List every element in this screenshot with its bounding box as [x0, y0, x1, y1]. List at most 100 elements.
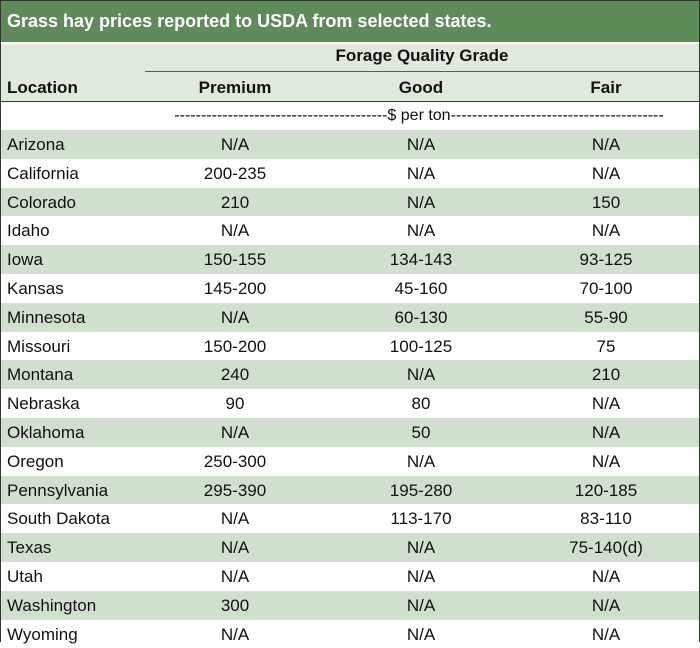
cell-premium: N/A [220, 566, 250, 586]
cell-good: N/A [406, 624, 436, 644]
cell-location: Pennsylvania [7, 480, 109, 500]
table-row: South Dakota N/A 113-170 83-110 [1, 504, 699, 534]
cell-good: N/A [406, 538, 436, 558]
table-title: Grass hay prices reported to USDA from s… [7, 11, 492, 31]
cell-fair: 93-125 [579, 250, 633, 270]
table-row: Pennsylvania 295-390 195-280 120-185 [1, 475, 699, 505]
table-row: Wyoming N/A N/A N/A [1, 619, 699, 648]
cell-location: Idaho [7, 221, 50, 241]
cell-premium: 250-300 [203, 451, 267, 471]
cell-good: 45-160 [394, 278, 448, 298]
cell-good: 134-143 [389, 250, 453, 270]
cell-fair: N/A [591, 163, 621, 183]
cell-location: Oklahoma [7, 422, 85, 442]
cell-fair: N/A [591, 566, 621, 586]
column-header-fair: Fair [590, 78, 622, 97]
cell-fair: 120-185 [574, 480, 638, 500]
table-row: Montana 240 N/A 210 [1, 360, 699, 390]
table-row: Missouri 150-200 100-125 75 [1, 331, 699, 361]
cell-good: N/A [406, 451, 436, 471]
cell-location: California [7, 163, 79, 183]
table-row: Idaho N/A N/A N/A [1, 216, 699, 246]
cell-location: Texas [7, 538, 52, 558]
cell-premium: 150-155 [203, 250, 267, 270]
group-header-forage-quality: Forage Quality Grade [335, 46, 509, 65]
cell-fair: 150 [591, 192, 621, 212]
cell-fair: N/A [591, 422, 621, 442]
cell-location: Nebraska [7, 394, 80, 414]
cell-fair: 210 [591, 365, 621, 385]
cell-fair: 70-100 [579, 278, 633, 298]
cell-premium: 240 [220, 365, 250, 385]
unit-row: ----------------------------------------… [1, 102, 699, 130]
cell-good: 100-125 [389, 336, 453, 356]
table-row: Oklahoma N/A 50 N/A [1, 417, 699, 447]
cell-location: Iowa [7, 250, 43, 270]
cell-premium: N/A [220, 538, 250, 558]
table-row: Colorado 210 N/A 150 [1, 187, 699, 217]
cell-good: 195-280 [389, 480, 453, 500]
cell-location: Arizona [7, 135, 65, 154]
cell-location: Colorado [7, 192, 76, 212]
cell-fair: 83-110 [580, 509, 632, 529]
table-header: Forage Quality Grade Location Premium Go… [1, 44, 699, 101]
cell-fair: N/A [591, 394, 621, 414]
cell-fair: N/A [591, 624, 621, 644]
cell-good: 80 [411, 394, 431, 414]
cell-good: N/A [406, 595, 436, 615]
unit-label: ----------------------------------------… [174, 107, 664, 124]
cell-good: N/A [406, 163, 436, 183]
cell-premium: 295-390 [203, 480, 267, 500]
cell-premium: N/A [220, 509, 250, 529]
cell-premium: 200-235 [203, 163, 267, 183]
table-row: Washington 300 N/A N/A [1, 590, 699, 620]
cell-location: Utah [7, 566, 43, 586]
table-row: Nebraska 90 80 N/A [1, 389, 699, 418]
cell-fair: N/A [591, 595, 621, 615]
table-row: Texas N/A N/A 75-140(d) [1, 533, 699, 562]
cell-premium: 150-200 [203, 336, 267, 356]
cell-good: 50 [411, 422, 431, 442]
cell-fair: 55-90 [584, 307, 628, 327]
cell-fair: N/A [591, 135, 621, 154]
cell-premium: N/A [220, 422, 250, 442]
cell-location: Missouri [7, 336, 71, 356]
cell-good: N/A [406, 135, 436, 154]
cell-premium: N/A [220, 307, 250, 327]
cell-location: Oregon [7, 451, 64, 471]
column-header-premium: Premium [198, 78, 272, 97]
table-row: Arizona N/A N/A N/A [1, 130, 699, 159]
table-row: Oregon 250-300 N/A N/A [1, 446, 699, 476]
cell-premium: N/A [220, 135, 250, 154]
cell-premium: 90 [225, 394, 245, 414]
table-title-bar: Grass hay prices reported to USDA from s… [1, 1, 699, 44]
column-header-location: Location [7, 78, 78, 97]
cell-good: N/A [406, 221, 436, 241]
cell-premium: 145-200 [203, 278, 267, 298]
cell-location: Minnesota [7, 307, 86, 327]
cell-fair: 75 [596, 336, 616, 356]
cell-location: Wyoming [7, 624, 78, 644]
header-divider [1, 101, 699, 102]
cell-good: N/A [406, 192, 436, 212]
column-header-good: Good [398, 78, 444, 97]
cell-good: 60-130 [394, 307, 448, 327]
table-body: Arizona N/A N/A N/A California 200-235 N/A N/A C… [1, 130, 699, 648]
table-row: Minnesota N/A 60-130 55-90 [1, 302, 699, 332]
cell-good: N/A [406, 365, 436, 385]
group-header-underline [145, 71, 699, 72]
cell-premium: N/A [220, 624, 250, 644]
cell-location: Montana [7, 365, 74, 385]
table-row: Kansas 145-200 45-160 70-100 [1, 273, 699, 303]
cell-location: Kansas [7, 278, 64, 298]
cell-fair: N/A [591, 451, 621, 471]
cell-premium: N/A [220, 221, 250, 241]
cell-fair: N/A [591, 221, 621, 241]
table-row: California 200-235 N/A N/A [1, 158, 699, 188]
cell-location: Washington [7, 595, 97, 615]
cell-fair: 75-140(d) [569, 538, 643, 558]
table-row: Utah N/A N/A N/A [1, 561, 699, 591]
cell-location: South Dakota [7, 509, 111, 529]
cell-premium: 210 [220, 192, 250, 212]
